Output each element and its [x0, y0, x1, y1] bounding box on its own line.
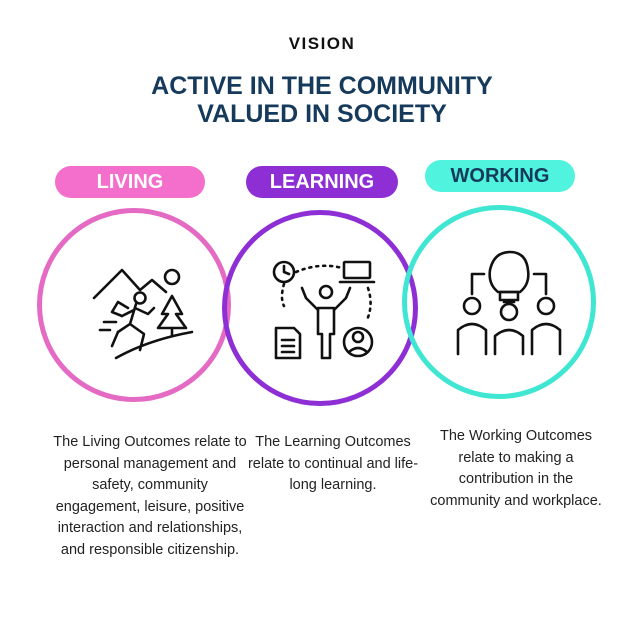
vision-label: VISION [288, 34, 356, 53]
learning-description: The Learning Outcomes relate to continua… [247, 434, 419, 493]
lightbulb-team-icon [456, 250, 562, 356]
learning-pill: LEARNING [246, 166, 398, 198]
living-description: The Living Outcomes relate to personal m… [53, 434, 247, 558]
headline-line-2: VALUED IN SOCIETY [197, 100, 447, 128]
working-pill: WORKING [425, 160, 575, 192]
headline-line-1: ACTIVE IN THE COMMUNITY [151, 72, 493, 100]
learning-person-icon [272, 260, 376, 360]
living-pill: LIVING [55, 166, 205, 198]
working-description: The Working Outcomes relate to making a … [430, 428, 602, 509]
hiking-person-icon [92, 268, 194, 360]
working-circle [402, 205, 596, 399]
